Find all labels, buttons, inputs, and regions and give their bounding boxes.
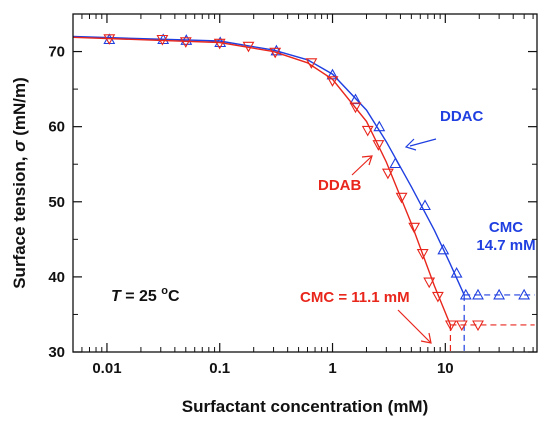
ddac-data-point <box>373 120 386 132</box>
y-axis-title: Surface tension, σ (mN/m) <box>10 77 29 289</box>
ddab-data-point <box>408 222 421 234</box>
x-axis-title: Surfactant concentration (mM) <box>182 397 429 416</box>
ddab-cmc-arrow <box>397 309 431 343</box>
ddac-data-point <box>389 157 402 169</box>
x-tick-label: 0.01 <box>92 360 121 377</box>
y-tick-label: 50 <box>48 194 65 211</box>
ddab-label: DDAB <box>318 177 361 194</box>
ddac-data-point <box>518 288 531 300</box>
ddab-label-arrowhead <box>361 155 373 166</box>
ddac-cmc-label-line2: 14.7 mM <box>476 237 535 254</box>
ddac-fit-curve <box>72 35 465 296</box>
ddac-label-arrow <box>409 138 437 147</box>
y-axis-title-symbol: σ <box>10 140 29 152</box>
ddab-data-point <box>349 102 362 114</box>
temperature-value: = 25 <box>121 288 161 305</box>
ddab-data-point <box>156 34 169 46</box>
ddab-cmc-label: CMC = 11.1 mM <box>300 289 410 306</box>
ddac-data-point <box>459 288 472 300</box>
ddab-data-point <box>381 168 394 180</box>
temperature-symbol: T <box>111 288 122 305</box>
ddab-data-point <box>179 37 192 48</box>
ddab-data-point <box>455 320 468 332</box>
annotations-layer: DDAC DDAB CMC 14.7 mM CMC = 11.1 mM T = … <box>111 108 536 344</box>
ddab-data-point <box>372 140 385 151</box>
ddac-cmc-label-line1: CMC <box>489 219 523 236</box>
y-axis-title-unit: (mN/m) <box>10 77 29 136</box>
ddab-series <box>72 34 535 352</box>
ddab-data-point <box>213 38 226 50</box>
ddac-data-point <box>493 288 506 300</box>
ddab-data-point <box>305 58 318 69</box>
ddac-data-point <box>437 243 450 255</box>
ddac-data-point <box>419 199 431 211</box>
y-tick-label: 40 <box>48 269 65 286</box>
x-tick-label: 1 <box>328 360 336 377</box>
ddab-data-point <box>361 125 374 137</box>
ddac-label: DDAC <box>440 108 483 125</box>
y-tick-label: 30 <box>48 344 65 361</box>
ddab-data-point <box>431 291 444 303</box>
ddac-data-point <box>180 34 193 45</box>
ddab-data-point <box>269 47 282 59</box>
ddab-data-point <box>444 320 457 332</box>
temperature-unit: C <box>168 288 180 305</box>
ddac-data-point <box>450 266 463 278</box>
ddab-cmc-arrowhead <box>420 332 432 344</box>
ddac-series <box>72 33 535 352</box>
ddab-data-point <box>423 277 436 289</box>
ddab-fit-curve <box>72 36 452 326</box>
ticks-layer: 0.01 0.1 1 10 30 40 50 60 70 <box>48 14 537 377</box>
y-tick-label: 60 <box>48 119 65 136</box>
x-tick-label: 0.1 <box>209 360 230 377</box>
ddab-label-arrow <box>351 156 372 176</box>
degree-superscript: o <box>161 285 168 297</box>
ddab-data-point <box>395 192 408 204</box>
ddab-data-point <box>103 34 116 45</box>
temperature-condition: T = 25 oC <box>111 285 180 305</box>
y-axis-title-prefix: Surface tension, <box>10 157 29 289</box>
ddab-data-point <box>242 41 255 53</box>
ddab-data-point <box>416 249 429 260</box>
y-tick-label: 70 <box>48 44 65 61</box>
ddac-label-arrowhead <box>404 138 417 151</box>
series-layer <box>72 33 535 352</box>
plot-frame <box>72 13 538 353</box>
ddab-data-point <box>326 76 339 87</box>
x-tick-label: 10 <box>437 360 454 377</box>
ddac-data-point <box>472 288 484 300</box>
ddab-data-point <box>472 320 484 332</box>
